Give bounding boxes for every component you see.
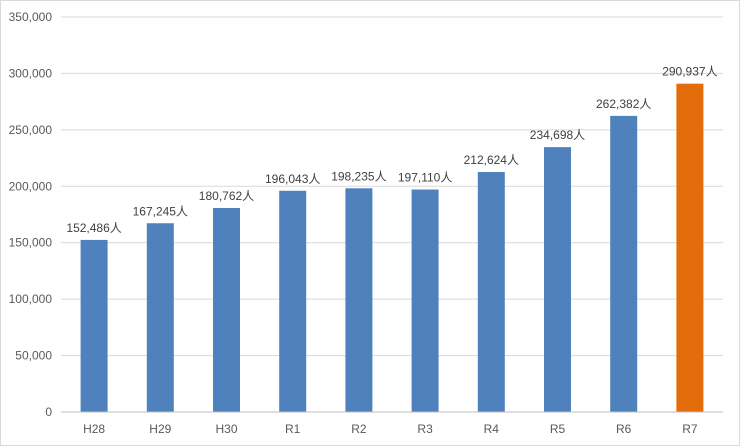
x-tick-label: R1 (285, 422, 301, 436)
bar-h29 (146, 223, 174, 412)
x-tick-label: H30 (215, 422, 237, 436)
x-tick-label: R2 (351, 422, 367, 436)
bar-r4 (477, 172, 505, 412)
y-tick-label: 250,000 (9, 123, 53, 137)
data-label-r6: 262,382人 (596, 97, 651, 111)
bar-h28 (80, 239, 108, 412)
x-tick-label: R6 (616, 422, 632, 436)
bar-r5 (544, 147, 571, 413)
y-tick-label: 200,000 (9, 179, 53, 193)
y-tick-label: 100,000 (9, 292, 53, 306)
x-tick-label: R3 (417, 422, 433, 436)
bar-r7 (676, 83, 704, 413)
data-label-r7: 290,937人 (662, 65, 717, 79)
y-tick-label: 0 (45, 405, 52, 419)
data-label-r3: 197,110人 (398, 171, 453, 185)
x-axis-ticks: H28 H29 H30 R1 R2 R3 R4 R5 R6 R7 (83, 422, 698, 436)
data-label-h30: 180,762人 (199, 189, 254, 203)
y-tick-label: 50,000 (15, 349, 52, 363)
bar-h30 (213, 207, 240, 412)
bar-r3 (411, 189, 439, 412)
y-tick-label: 300,000 (9, 66, 53, 80)
data-labels: 152,486人 167,245人 180,762人 196,043人 198,235人… (66, 65, 717, 235)
bars (80, 83, 704, 413)
data-label-h29: 167,245人 (133, 204, 188, 218)
bar-r2 (345, 188, 373, 412)
data-label-r4: 212,624人 (464, 153, 519, 167)
x-tick-label: R4 (484, 422, 500, 436)
x-tick-label: H29 (149, 422, 171, 436)
x-tick-label: R5 (550, 422, 566, 436)
data-label-r2: 198,235人 (331, 169, 386, 183)
data-label-h28: 152,486人 (66, 221, 121, 235)
data-label-r1: 196,043人 (265, 172, 320, 186)
x-tick-label: R7 (682, 422, 698, 436)
y-tick-label: 350,000 (9, 10, 53, 24)
y-tick-label: 150,000 (9, 236, 53, 250)
x-tick-label: H28 (83, 422, 105, 436)
bar-r6 (610, 115, 638, 412)
y-axis-ticks: 0 50,000 100,000 150,000 200,000 250,000 300,0… (9, 10, 53, 419)
data-label-r5: 234,698人 (530, 128, 585, 142)
bar-r1 (279, 190, 307, 412)
